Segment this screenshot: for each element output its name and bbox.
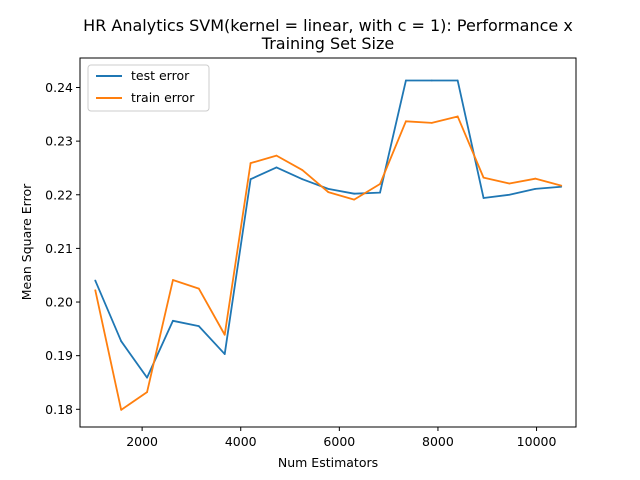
x-tick-label: 4000 xyxy=(225,434,257,449)
data-point-test-error xyxy=(508,193,511,196)
data-point-test-error xyxy=(120,340,123,343)
data-point-test-error xyxy=(379,191,381,194)
y-tick-label: 0.20 xyxy=(45,295,73,310)
x-tick-label: 10000 xyxy=(517,434,557,449)
chart-title-line-2: Training Set Size xyxy=(261,34,394,53)
data-point-train-error xyxy=(508,182,511,185)
plot-frame xyxy=(79,57,577,428)
x-axis-label: Num Estimators xyxy=(278,455,378,470)
data-point-train-error xyxy=(301,169,304,171)
data-point-train-error xyxy=(120,408,123,411)
data-point-test-error xyxy=(353,192,356,195)
x-tick-label: 8000 xyxy=(422,434,454,449)
data-point-test-error xyxy=(534,187,537,190)
y-axis-label: Mean Square Error xyxy=(19,183,34,300)
legend-label-train-error: train error xyxy=(131,90,195,105)
data-point-test-error xyxy=(430,79,433,82)
data-point-train-error xyxy=(379,183,381,185)
legend: test error train error xyxy=(87,64,210,112)
data-point-train-error xyxy=(197,287,200,290)
data-point-train-error xyxy=(482,176,485,179)
data-point-test-error xyxy=(146,376,148,379)
x-tick-label: 2000 xyxy=(126,434,158,449)
y-tick-label: 0.24 xyxy=(45,80,73,95)
y-tick-label: 0.21 xyxy=(45,241,73,256)
plot-area xyxy=(94,79,563,411)
x-tick-label: 6000 xyxy=(323,434,355,449)
data-point-train-error xyxy=(146,391,148,394)
y-tick-label: 0.22 xyxy=(45,187,73,202)
data-point-train-error xyxy=(249,162,252,165)
data-point-test-error xyxy=(197,325,200,328)
data-point-test-error xyxy=(405,79,407,82)
data-point-train-error xyxy=(405,120,407,123)
y-tick-label: 0.19 xyxy=(45,348,73,363)
data-point-train-error xyxy=(353,198,356,201)
data-point-test-error xyxy=(456,79,459,82)
y-tick-label: 0.18 xyxy=(45,402,73,417)
legend-label-test-error: test error xyxy=(131,68,190,83)
data-point-train-error xyxy=(327,191,330,193)
data-point-train-error xyxy=(223,333,226,336)
data-point-test-error xyxy=(172,319,174,322)
y-tick-label: 0.23 xyxy=(45,134,73,149)
data-point-test-error xyxy=(94,279,97,282)
data-point-train-error xyxy=(534,177,537,180)
data-point-train-error xyxy=(172,279,174,281)
data-point-train-error xyxy=(456,115,459,118)
data-point-test-error xyxy=(249,178,252,181)
data-point-train-error xyxy=(275,154,278,157)
chart-title-line-1: HR Analytics SVM(kernel = linear, with c… xyxy=(83,16,573,35)
data-point-train-error xyxy=(94,289,97,292)
data-point-train-error xyxy=(430,122,433,124)
data-point-test-error xyxy=(223,353,226,355)
data-point-test-error xyxy=(482,197,485,199)
data-point-test-error xyxy=(275,166,278,169)
data-point-train-error xyxy=(560,184,563,187)
data-point-test-error xyxy=(301,178,304,181)
data-point-test-error xyxy=(327,187,330,190)
